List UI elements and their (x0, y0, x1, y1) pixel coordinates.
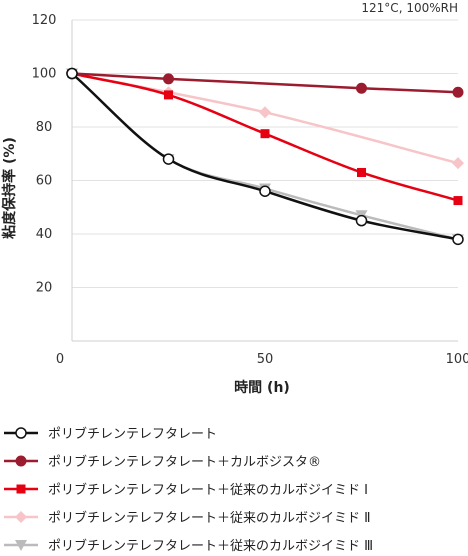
series-1-point-2 (162, 153, 175, 165)
series-2-point-4 (452, 86, 464, 98)
y-tick-label-60: 60 (36, 174, 53, 189)
legend-marker-5 (15, 540, 27, 551)
y-tick-label-40: 40 (36, 227, 53, 242)
series-3-point-5 (453, 196, 463, 206)
x-tick-label-50: 50 (257, 352, 274, 367)
legend-marker-2 (15, 455, 27, 467)
series-1-line (71, 72, 459, 241)
legend-label-3: ポリブチレンテレフタレート＋従来のカルボジイミド Ⅰ (48, 482, 368, 498)
start-point (66, 67, 78, 80)
series-4-point-3 (259, 106, 271, 119)
x-tick-label-0: 0 (56, 352, 64, 367)
series-5-line (71, 72, 459, 241)
legend-marker-3 (16, 484, 26, 494)
y-tick-label-80: 80 (36, 120, 53, 135)
y-axis-title: 粘度保持率 (%) (1, 137, 18, 239)
y-tick-label-100: 100 (32, 67, 57, 82)
condition-annotation: 121°C, 100%RH (361, 1, 458, 15)
series-2-point-3 (356, 82, 367, 94)
series-3-point-3 (260, 129, 270, 139)
series-1-point-5 (452, 233, 464, 246)
series-1-point-4 (355, 214, 368, 227)
series-3-point-2 (164, 90, 173, 100)
legend-label-4: ポリブチレンテレフタレート＋従来のカルボジイミド Ⅱ (48, 510, 371, 526)
y-tick-label-120: 120 (32, 13, 57, 28)
series-3-point-4 (357, 167, 366, 177)
tick-labels: 20 40 60 80 100 120 0 50 100 (32, 13, 468, 367)
series-1-point-3 (259, 185, 271, 197)
series-1 (66, 67, 464, 246)
legend-marker-1 (15, 427, 27, 439)
series-2-line (71, 72, 459, 94)
legend-label-5: ポリブチレンテレフタレート＋従来のカルボジイミド Ⅲ (48, 538, 373, 552)
x-tick-label-100: 100 (446, 352, 468, 367)
x-axis-title: 時間 (h) (234, 379, 290, 396)
grid (72, 19, 458, 288)
series (66, 67, 464, 246)
series-2-point-2 (163, 73, 174, 85)
series-5 (66, 68, 464, 246)
series-4-line (71, 72, 459, 165)
legend-marker-4 (15, 511, 27, 523)
series-4-point-4 (452, 157, 464, 170)
y-tick-label-20: 20 (36, 281, 53, 296)
legend-label-1: ポリブチレンテレフタレート (48, 426, 217, 442)
legend-label-2: ポリブチレンテレフタレート＋カルボジスタ® (48, 454, 321, 470)
